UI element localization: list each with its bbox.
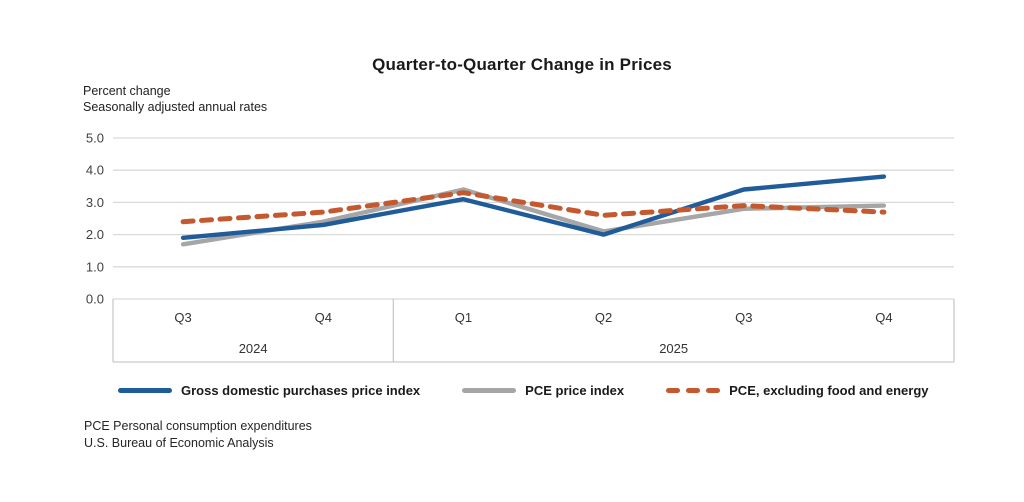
legend-label: Gross domestic purchases price index bbox=[181, 383, 421, 398]
category-axis-box bbox=[112, 299, 955, 363]
svg-text:Q3: Q3 bbox=[174, 310, 191, 325]
svg-text:Q2: Q2 bbox=[595, 310, 612, 325]
svg-text:Q3: Q3 bbox=[735, 310, 752, 325]
svg-text:2024: 2024 bbox=[239, 341, 268, 356]
axis-note: Percent change Seasonally adjusted annua… bbox=[83, 83, 267, 115]
quarter-labels: Q3 Q4 Q1 Q2 Q3 Q4 bbox=[174, 310, 892, 325]
footnotes: PCE Personal consumption expenditures U.… bbox=[84, 418, 312, 451]
axis-note-units: Percent change bbox=[83, 84, 171, 98]
blue-line-swatch-icon bbox=[118, 388, 172, 393]
svg-text:3.0: 3.0 bbox=[86, 195, 104, 210]
chart-title: Quarter-to-Quarter Change in Prices bbox=[372, 55, 672, 74]
footnote-source: U.S. Bureau of Economic Analysis bbox=[84, 435, 274, 450]
legend-item-pce-price-index: PCE price index bbox=[462, 383, 624, 398]
year-labels: 2024 2025 bbox=[239, 341, 688, 356]
legend-label: PCE price index bbox=[525, 383, 625, 398]
plot-area: 5.0 4.0 3.0 2.0 1.0 0.0 Q3 Q4 Q1 Q2 Q3 Q4 2024 2025 bbox=[86, 131, 955, 363]
gray-line-swatch-icon bbox=[462, 388, 517, 393]
series-line-0 bbox=[180, 174, 887, 241]
svg-text:Q4: Q4 bbox=[875, 310, 892, 325]
series-line-2 bbox=[180, 190, 887, 225]
svg-text:4.0: 4.0 bbox=[86, 163, 104, 178]
legend-item-gross-domestic-purchases: Gross domestic purchases price index bbox=[118, 383, 420, 398]
footnote-pce-definition: PCE Personal consumption expenditures bbox=[84, 419, 312, 433]
svg-text:Q4: Q4 bbox=[315, 310, 332, 325]
axis-note-adjustment: Seasonally adjusted annual rates bbox=[83, 100, 268, 114]
svg-text:2025: 2025 bbox=[659, 341, 688, 356]
orange-dashed-swatch-icon bbox=[666, 388, 721, 393]
svg-text:5.0: 5.0 bbox=[86, 131, 104, 146]
gridlines bbox=[113, 137, 954, 300]
legend-label: PCE, excluding food and energy bbox=[729, 383, 929, 398]
y-axis-labels: 5.0 4.0 3.0 2.0 1.0 0.0 bbox=[86, 131, 104, 307]
legend-item-pce-excluding-food-energy: PCE, excluding food and energy bbox=[666, 383, 929, 398]
svg-text:Q1: Q1 bbox=[455, 310, 472, 325]
svg-text:2.0: 2.0 bbox=[86, 227, 104, 242]
legend: Gross domestic purchases price index PCE… bbox=[118, 383, 929, 398]
svg-text:1.0: 1.0 bbox=[86, 259, 104, 274]
svg-text:0.0: 0.0 bbox=[86, 292, 104, 307]
